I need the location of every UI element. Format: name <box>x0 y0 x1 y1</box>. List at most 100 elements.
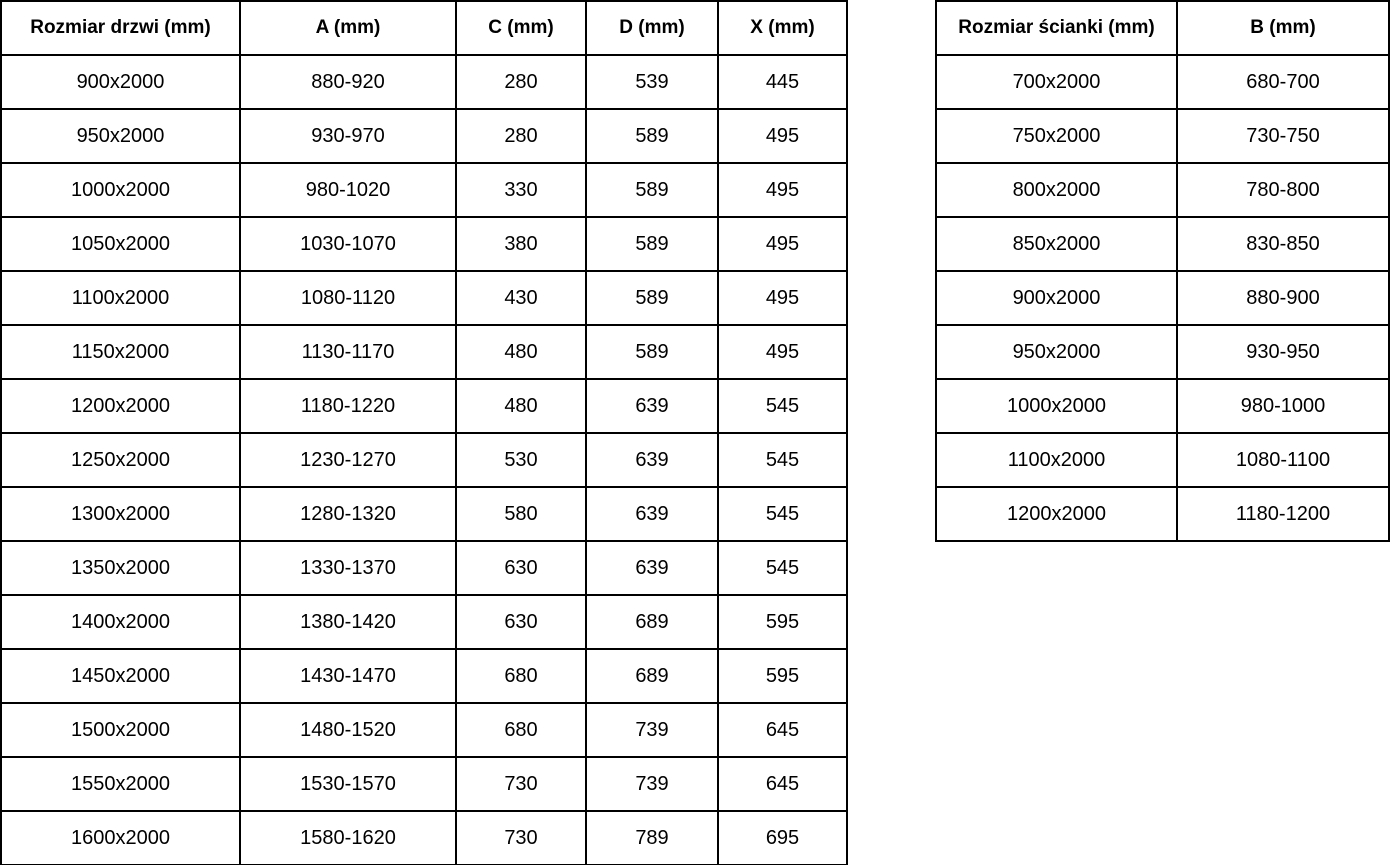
table-cell: 1130-1170 <box>239 324 457 380</box>
table-row: 1100x2000 1080-1100 <box>935 432 1390 488</box>
table-cell: 639 <box>585 486 719 542</box>
table-cell: 880-920 <box>239 54 457 110</box>
table-cell: 495 <box>717 324 848 380</box>
table-cell: 1030-1070 <box>239 216 457 272</box>
table-cell: 980-1000 <box>1176 378 1390 434</box>
table-cell: 1100x2000 <box>0 270 241 326</box>
column-header: D (mm) <box>585 0 719 56</box>
table-cell: 589 <box>585 324 719 380</box>
table-cell: 689 <box>585 594 719 650</box>
table-cell: 700x2000 <box>935 54 1178 110</box>
table-row: 1050x2000 1030-1070 380 589 495 <box>0 216 848 272</box>
column-header: B (mm) <box>1176 0 1390 56</box>
table-row: 1200x2000 1180-1220 480 639 545 <box>0 378 848 434</box>
table-row: 1200x2000 1180-1200 <box>935 486 1390 542</box>
table-cell: 1600x2000 <box>0 810 241 865</box>
table-row: 1550x2000 1530-1570 730 739 645 <box>0 756 848 812</box>
table-cell: 280 <box>455 108 587 164</box>
table-cell: 495 <box>717 162 848 218</box>
table-cell: 589 <box>585 270 719 326</box>
table-cell: 1330-1370 <box>239 540 457 596</box>
table-cell: 900x2000 <box>935 270 1178 326</box>
column-header: A (mm) <box>239 0 457 56</box>
table-cell: 1200x2000 <box>935 486 1178 542</box>
table-cell: 1000x2000 <box>935 378 1178 434</box>
table-cell: 739 <box>585 702 719 758</box>
table-cell: 1400x2000 <box>0 594 241 650</box>
table-row: 800x2000 780-800 <box>935 162 1390 218</box>
table-cell: 589 <box>585 108 719 164</box>
table-cell: 1200x2000 <box>0 378 241 434</box>
table-cell: 589 <box>585 162 719 218</box>
table-row: 1450x2000 1430-1470 680 689 595 <box>0 648 848 704</box>
table-cell: 639 <box>585 540 719 596</box>
table-cell: 730 <box>455 810 587 865</box>
column-header: C (mm) <box>455 0 587 56</box>
table-row: 700x2000 680-700 <box>935 54 1390 110</box>
table-cell: 539 <box>585 54 719 110</box>
table-row: 1500x2000 1480-1520 680 739 645 <box>0 702 848 758</box>
table-cell: 645 <box>717 756 848 812</box>
table-cell: 680 <box>455 648 587 704</box>
wall-size-table-header-row: Rozmiar ścianki (mm) B (mm) <box>935 0 1390 56</box>
door-size-table-header-row: Rozmiar drzwi (mm) A (mm) C (mm) D (mm) X (m… <box>0 0 848 56</box>
table-cell: 1280-1320 <box>239 486 457 542</box>
table-cell: 1380-1420 <box>239 594 457 650</box>
table-cell: 545 <box>717 486 848 542</box>
table-cell: 545 <box>717 378 848 434</box>
table-cell: 780-800 <box>1176 162 1390 218</box>
table-cell: 1580-1620 <box>239 810 457 865</box>
table-cell: 739 <box>585 756 719 812</box>
table-row: 1150x2000 1130-1170 480 589 495 <box>0 324 848 380</box>
table-row: 750x2000 730-750 <box>935 108 1390 164</box>
table-cell: 1230-1270 <box>239 432 457 488</box>
table-cell: 495 <box>717 270 848 326</box>
table-cell: 680 <box>455 702 587 758</box>
table-cell: 545 <box>717 432 848 488</box>
table-cell: 850x2000 <box>935 216 1178 272</box>
table-cell: 380 <box>455 216 587 272</box>
table-row: 950x2000 930-970 280 589 495 <box>0 108 848 164</box>
table-cell: 980-1020 <box>239 162 457 218</box>
table-cell: 630 <box>455 540 587 596</box>
table-cell: 1000x2000 <box>0 162 241 218</box>
table-cell: 595 <box>717 594 848 650</box>
table-cell: 900x2000 <box>0 54 241 110</box>
table-cell: 1350x2000 <box>0 540 241 596</box>
column-header: Rozmiar ścianki (mm) <box>935 0 1178 56</box>
table-cell: 1050x2000 <box>0 216 241 272</box>
table-cell: 1250x2000 <box>0 432 241 488</box>
table-cell: 645 <box>717 702 848 758</box>
table-cell: 1150x2000 <box>0 324 241 380</box>
table-cell: 1500x2000 <box>0 702 241 758</box>
column-header: Rozmiar drzwi (mm) <box>0 0 241 56</box>
table-cell: 1080-1100 <box>1176 432 1390 488</box>
table-cell: 595 <box>717 648 848 704</box>
table-row: 1000x2000 980-1000 <box>935 378 1390 434</box>
table-cell: 800x2000 <box>935 162 1178 218</box>
table-cell: 589 <box>585 216 719 272</box>
table-cell: 1100x2000 <box>935 432 1178 488</box>
table-cell: 495 <box>717 216 848 272</box>
table-cell: 680-700 <box>1176 54 1390 110</box>
table-cell: 950x2000 <box>935 324 1178 380</box>
table-cell: 480 <box>455 378 587 434</box>
table-cell: 950x2000 <box>0 108 241 164</box>
table-cell: 530 <box>455 432 587 488</box>
table-cell: 930-970 <box>239 108 457 164</box>
table-cell: 730-750 <box>1176 108 1390 164</box>
table-row: 1350x2000 1330-1370 630 639 545 <box>0 540 848 596</box>
door-size-table: Rozmiar drzwi (mm) A (mm) C (mm) D (mm) X (m… <box>0 0 848 865</box>
table-cell: 639 <box>585 432 719 488</box>
table-row: 950x2000 930-950 <box>935 324 1390 380</box>
table-cell: 445 <box>717 54 848 110</box>
table-cell: 750x2000 <box>935 108 1178 164</box>
table-row: 1600x2000 1580-1620 730 789 695 <box>0 810 848 865</box>
table-cell: 545 <box>717 540 848 596</box>
table-cell: 730 <box>455 756 587 812</box>
table-row: 1100x2000 1080-1120 430 589 495 <box>0 270 848 326</box>
table-cell: 630 <box>455 594 587 650</box>
table-row: 900x2000 880-920 280 539 445 <box>0 54 848 110</box>
table-cell: 930-950 <box>1176 324 1390 380</box>
